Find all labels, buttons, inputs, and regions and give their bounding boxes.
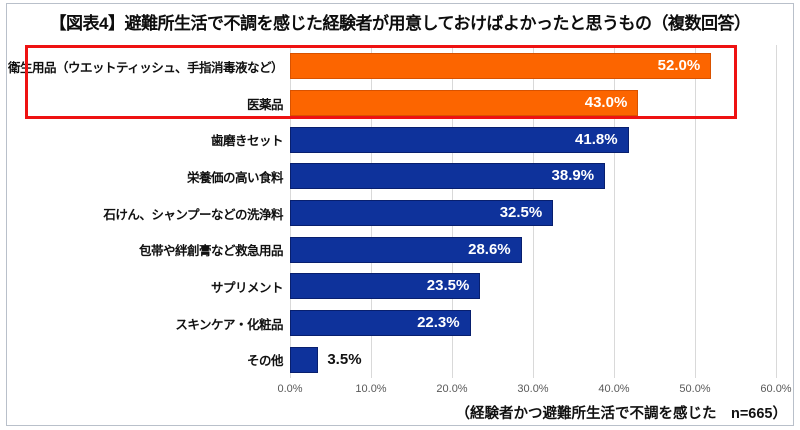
chart-title: 【図表4】避難所生活で不調を感じた経験者が用意しておけばよかったと思うもの（複数…: [49, 14, 751, 33]
bar-value-label: 23.5%: [426, 277, 470, 295]
bar: [290, 346, 319, 373]
x-tick-label: 10.0%: [355, 383, 387, 395]
category-label: その他: [246, 354, 284, 369]
bar-area: 32.5%: [290, 200, 776, 227]
category-label: サプリメント: [210, 280, 284, 295]
bar-value-label: 43.0%: [584, 94, 628, 111]
bar-value-label: 52.0%: [657, 57, 701, 75]
chart-row: その他 3.5%: [0, 341, 776, 378]
bar-value-label: 3.5%: [327, 350, 362, 368]
gridline: [776, 45, 777, 378]
x-tick-label: 20.0%: [436, 383, 468, 395]
bar-highlighted: [290, 53, 712, 80]
chart-row: 包帯や絆創膏など救急用品 28.6%: [0, 231, 776, 268]
x-tick-label: 50.0%: [679, 383, 711, 395]
bar-value-label: 22.3%: [417, 314, 460, 332]
bar-area: 43.0%: [290, 90, 776, 116]
bar-area: 22.3%: [290, 310, 776, 337]
bar-value-label: 38.9%: [551, 167, 595, 185]
category-label: 栄養価の高い食料: [186, 170, 284, 185]
bar-rows: 衛生用品（ウエットティッシュ、手指消毒液など） 52.0% 医薬品 43.0% 歯磨きセ…: [0, 48, 776, 378]
bar: [290, 236, 522, 263]
chart-row: 歯磨きセット 41.8%: [0, 121, 776, 158]
gridline: [614, 45, 615, 378]
bar-highlighted: [290, 90, 639, 116]
footnote: （経験者かつ避難所生活で不調を感じた n=665）: [455, 406, 787, 422]
bar: [290, 126, 629, 153]
category-label: 医薬品: [246, 97, 284, 112]
x-tick-label: 40.0%: [598, 383, 630, 395]
chart-row: スキンケア・化粧品 22.3%: [0, 305, 776, 342]
bar: [290, 163, 606, 190]
chart-row: 石けん、シャンプーなどの洗浄料 32.5%: [0, 195, 776, 232]
bar-area: 28.6%: [290, 236, 776, 263]
bar-area: 23.5%: [290, 273, 776, 300]
category-label: 包帯や絆創膏など救急用品: [138, 244, 284, 259]
chart-row: 医薬品 43.0%: [0, 85, 776, 122]
bar-value-label: 28.6%: [468, 240, 511, 258]
bar-area: 38.9%: [290, 163, 776, 190]
chart-row: サプリメント 23.5%: [0, 268, 776, 305]
category-label: 衛生用品（ウエットティッシュ、手指消毒液など）: [7, 60, 284, 75]
bar-chart-plot-area: 衛生用品（ウエットティッシュ、手指消毒液など） 52.0% 医薬品 43.0% 歯磨きセ…: [0, 45, 800, 378]
chart-row: 衛生用品（ウエットティッシュ、手指消毒液など） 52.0%: [0, 48, 776, 85]
x-tick-label: 60.0%: [760, 383, 792, 395]
category-label: 歯磨きセット: [210, 134, 284, 149]
category-label: 石けん、シャンプーなどの洗浄料: [103, 207, 283, 222]
bar: [290, 273, 481, 300]
bar: [290, 200, 554, 227]
chart-row: 栄養価の高い食料 38.9%: [0, 158, 776, 195]
x-axis: 0.0% 10.0% 20.0% 30.0% 40.0% 50.0% 60.0%: [0, 383, 800, 399]
bar: [290, 310, 471, 337]
x-tick-label: 0.0%: [277, 383, 303, 395]
bar-area: 41.8%: [290, 126, 776, 153]
bar-value-label: 41.8%: [575, 130, 618, 148]
bar-value-label: 32.5%: [499, 204, 543, 222]
bar-area: 3.5%: [290, 346, 776, 373]
bar-area: 52.0%: [290, 53, 776, 80]
gridline: [695, 45, 696, 378]
x-tick-label: 30.0%: [517, 383, 549, 395]
category-label: スキンケア・化粧品: [175, 317, 283, 332]
